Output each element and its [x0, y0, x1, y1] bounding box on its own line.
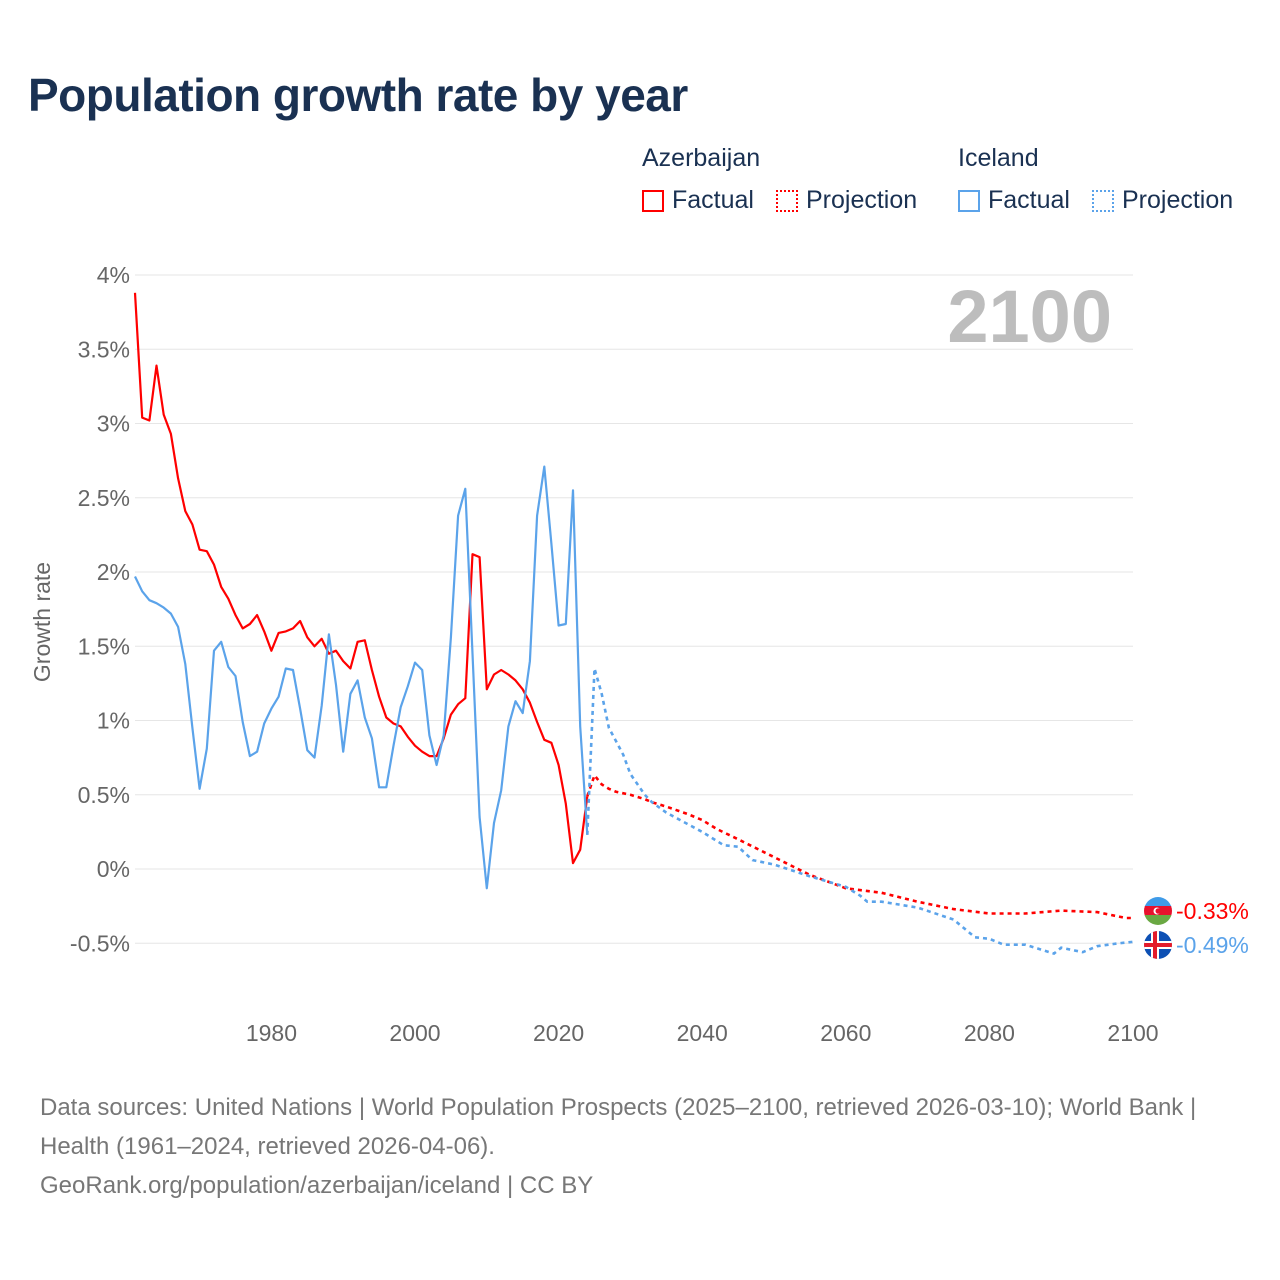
y-tick-label: 3.5%	[78, 336, 130, 362]
legend-iceland-projection[interactable]: Projection	[1092, 186, 1233, 215]
legend-swatch-solid	[958, 189, 980, 212]
legend-swatch-dotted	[776, 189, 798, 212]
line-chart: 4% 3.5% 3% 2.5% 2% 1.5% 1% 0.5% 0% -0.5% 1980 2000…	[29, 262, 1249, 1046]
year-watermark: 2100	[947, 275, 1112, 358]
legend-group-azerbaijan: Azerbaijan	[642, 144, 761, 172]
credit-link[interactable]: GeoRank.org/population/azerbaijan/icelan…	[40, 1172, 594, 1199]
flag-iceland-icon	[1144, 931, 1172, 959]
x-tick-label: 2100	[1107, 1020, 1158, 1046]
gridlines	[135, 274, 1133, 944]
data-sources: Data sources: United Nations | World Pop…	[40, 1094, 1197, 1160]
x-tick-label: 2060	[820, 1020, 871, 1046]
footer: Data sources: United Nations | World Pop…	[40, 1088, 1240, 1205]
end-label-azerbaijan: -0.33%	[1176, 898, 1249, 924]
chart-title: Population growth rate by year	[28, 69, 688, 121]
y-tick-label: 0.5%	[78, 782, 130, 808]
y-tick-label: 2%	[97, 559, 130, 585]
y-tick-label: 2.5%	[78, 485, 130, 511]
line-iceland-projection	[586, 668, 1134, 956]
legend-label: Factual	[672, 186, 754, 214]
legend-group-iceland: Iceland	[958, 144, 1039, 172]
line-azerbaijan-factual	[133, 292, 589, 865]
y-tick-label: 3%	[97, 411, 130, 437]
x-tick-label: 2080	[964, 1020, 1015, 1046]
y-tick-label: 1.5%	[78, 633, 130, 659]
y-axis-ticks: 4% 3.5% 3% 2.5% 2% 1.5% 1% 0.5% 0% -0.5%	[70, 262, 130, 956]
x-tick-label: 2020	[533, 1020, 584, 1046]
end-label-iceland: -0.49%	[1176, 932, 1249, 958]
y-tick-label: -0.5%	[70, 930, 130, 956]
legend-azerbaijan-factual[interactable]: Factual	[642, 186, 754, 215]
y-tick-label: 4%	[97, 262, 130, 288]
legend-swatch-solid	[642, 189, 664, 212]
legend-azerbaijan-projection[interactable]: Projection	[776, 186, 917, 215]
y-tick-label: 1%	[97, 708, 130, 734]
y-tick-label: 0%	[97, 856, 130, 882]
flag-azerbaijan-icon	[1144, 897, 1172, 925]
x-axis-ticks: 1980 2000 2020 2040 2060 2080 2100	[246, 1020, 1159, 1046]
legend-label: Projection	[806, 186, 918, 214]
y-axis-label: Growth rate	[29, 562, 55, 682]
x-tick-label: 1980	[246, 1020, 297, 1046]
legend-label: Projection	[1122, 186, 1234, 214]
x-tick-label: 2000	[389, 1020, 440, 1046]
legend-label: Factual	[988, 186, 1070, 214]
line-iceland-factual	[134, 465, 589, 890]
legend-iceland-factual[interactable]: Factual	[958, 186, 1070, 215]
series-lines	[133, 292, 1134, 956]
x-tick-label: 2040	[677, 1020, 728, 1046]
legend-swatch-dotted	[1092, 189, 1114, 212]
line-azerbaijan-projection	[586, 772, 1133, 920]
